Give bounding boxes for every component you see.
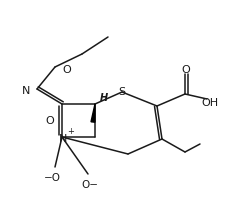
Text: O: O (46, 115, 54, 125)
Polygon shape (91, 104, 94, 123)
Text: N: N (21, 85, 30, 96)
Text: −O: −O (43, 172, 60, 182)
Text: OH: OH (200, 97, 217, 108)
Text: O: O (181, 65, 190, 75)
Text: S: S (118, 87, 125, 97)
Text: O−: O− (81, 179, 98, 189)
Text: H: H (100, 92, 108, 103)
Text: +: + (67, 127, 74, 136)
Text: O: O (62, 65, 70, 75)
Text: N: N (59, 133, 67, 143)
